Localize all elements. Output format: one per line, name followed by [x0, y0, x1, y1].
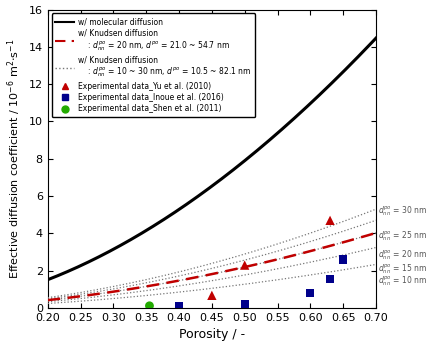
Point — [307, 290, 314, 296]
Point — [326, 218, 333, 223]
Point — [175, 303, 182, 309]
Point — [241, 302, 248, 307]
Text: $d^{po}_{nn}$ = 15 nm: $d^{po}_{nn}$ = 15 nm — [378, 262, 427, 276]
Point — [208, 293, 215, 298]
Text: $d^{po}_{nn}$ = 10 nm: $d^{po}_{nn}$ = 10 nm — [378, 274, 427, 288]
Text: $d^{po}_{nn}$ = 30 nm: $d^{po}_{nn}$ = 30 nm — [378, 204, 427, 218]
Point — [340, 257, 347, 262]
Legend: w/ molecular diffusion, w/ Knudsen diffusion
    : $d^{po}_{nn}$ = 20 nm, $d^{po: w/ molecular diffusion, w/ Knudsen diffu… — [52, 14, 255, 117]
Point — [326, 276, 333, 282]
Text: $d^{po}_{nn}$ = 20 nm: $d^{po}_{nn}$ = 20 nm — [378, 248, 427, 262]
Y-axis label: Effective diffusion coefficient / 10$^{-6}$ m$^{2}$$\cdot$s$^{-1}$: Effective diffusion coefficient / 10$^{-… — [6, 39, 23, 279]
Text: $d^{po}_{nn}$ = 25 nm: $d^{po}_{nn}$ = 25 nm — [378, 229, 427, 243]
Point — [175, 304, 182, 309]
X-axis label: Porosity / -: Porosity / - — [179, 329, 245, 341]
Point — [241, 262, 248, 268]
Point — [146, 303, 153, 308]
